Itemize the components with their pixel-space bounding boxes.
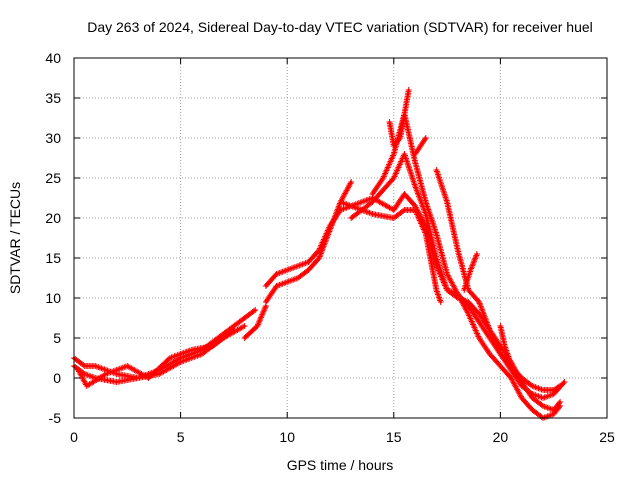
series-markers	[497, 323, 512, 361]
series-markers	[461, 251, 480, 293]
series-track-12	[433, 167, 568, 401]
series-markers	[412, 135, 429, 157]
x-tick-label: 10	[279, 429, 295, 445]
plot-frame	[73, 57, 608, 419]
series-markers	[241, 303, 269, 341]
y-tick-label: 40	[45, 50, 61, 66]
y-tick-label: -5	[49, 410, 62, 426]
data-series	[71, 87, 568, 421]
series-track-14	[497, 323, 512, 361]
y-tick-label: 25	[45, 170, 61, 186]
series-markers	[75, 327, 237, 389]
x-axis-label: GPS time / hours	[287, 457, 394, 473]
series-track-4	[241, 303, 269, 341]
y-tick-label: 0	[53, 370, 61, 386]
series-markers	[369, 111, 564, 421]
y-tick-label: 5	[53, 330, 61, 346]
x-tick-label: 15	[386, 429, 402, 445]
series-track-11	[412, 135, 429, 157]
series-track-8	[348, 151, 564, 413]
series-markers	[386, 87, 412, 149]
series-track-13	[461, 251, 480, 293]
x-tick-label: 25	[599, 429, 615, 445]
x-tick-label: 0	[70, 429, 78, 445]
y-tick-label: 10	[45, 290, 61, 306]
y-tick-label: 20	[45, 210, 61, 226]
axis-ticks: 0 5 10 15 20 25 -5 0 5 10 15 20 25 30 35 40	[45, 50, 615, 445]
x-tick-label: 5	[177, 429, 185, 445]
y-tick-label: 35	[45, 90, 61, 106]
x-tick-label: 20	[493, 429, 509, 445]
chart-title: Day 263 of 2024, Sidereal Day-to-day VTE…	[87, 19, 593, 35]
series-track-10	[386, 87, 412, 149]
y-tick-label: 30	[45, 130, 61, 146]
y-tick-label: 15	[45, 250, 61, 266]
series-markers	[433, 167, 568, 401]
y-axis-label: SDTVAR / TECUs	[7, 182, 23, 294]
series-track-3	[75, 327, 237, 389]
